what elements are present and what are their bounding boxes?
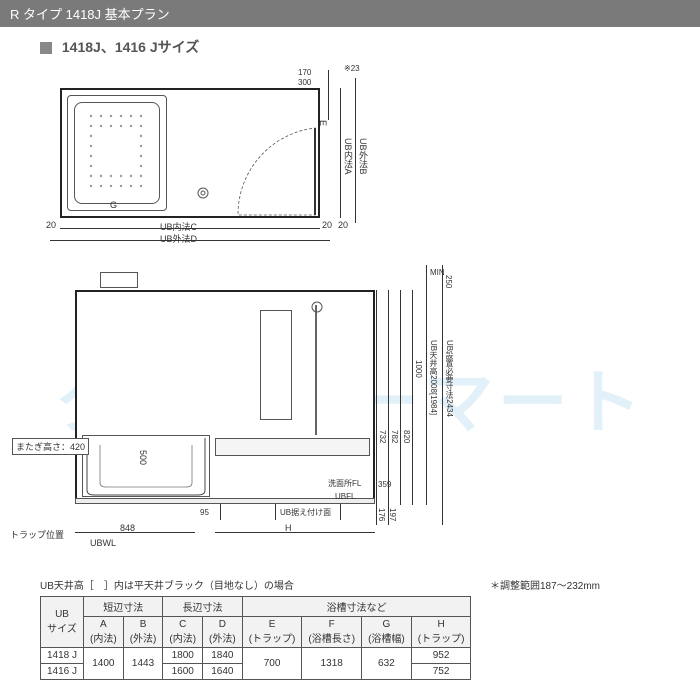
table-cell: 632 [362,648,412,680]
dim-20r: 20 [322,220,332,230]
setti: UB設置必要寸法2434 [444,340,455,417]
dimline-h [215,532,375,533]
senmen-fl: 洗面所FL [328,478,361,489]
ceiling-note: UB天井高［ ］内は平天井ブラック（目地なし）の場合 ＊調整範囲187～232m… [40,577,660,592]
dim-848: 848 [120,523,135,533]
col-b: B (外法) [123,617,163,648]
dimline-a [340,88,341,218]
table-cell: 1400 [84,648,124,680]
hdr-short: 短辺寸法 [84,597,163,617]
dim-170: 170 [298,68,311,77]
ext5 [426,265,427,505]
table-cell: 752 [411,664,471,680]
ubwl: UBWL [90,538,116,548]
floor-pan [75,498,375,504]
dim-1000: 1000 [414,360,423,378]
dim-20b: 20 [338,220,348,230]
dim-250: 250 [444,275,453,288]
shower-rail [315,305,317,435]
dim-820: 820 [402,430,411,443]
col-e: E (トラップ) [242,617,302,648]
plan-label-g: G [110,200,117,210]
dim-300: 300 [298,78,311,87]
header-bar: R タイプ 1418J 基本プラン [0,0,700,27]
drain-icon [195,185,211,201]
elevation-view: またぎ高さ：420 500 トラップ位置 848 95 H UBWL UBFL … [60,280,420,565]
dim-95: 95 [200,508,209,517]
table-cell: 1840 [203,648,243,664]
drawing-area: クローバーマート G [0,65,700,575]
hdr-tub: 浴槽寸法など [242,597,471,617]
table-cell: 1600 [163,664,203,680]
dim-500: 500 [138,450,148,465]
dimline-b [355,78,356,223]
table-cell: 1418 J [41,648,84,664]
counter [215,438,370,456]
dim-732: 732 [378,430,387,443]
adjust-note: ＊調整範囲187～232mm [490,577,600,592]
ubfl: UBFL [335,492,355,501]
plan-view: G UB内法C UB外法D 20 20 UB内法A UB外法B 20 E 170… [50,70,350,235]
dim-h: H [285,523,292,533]
dim-197: 197 [388,508,397,521]
table-cell: 1640 [203,664,243,680]
col-c: C (内法) [163,617,203,648]
table-cell: 700 [242,648,302,680]
ext2 [388,290,389,525]
hdr-long: 長辺寸法 [163,597,242,617]
square-bullet-icon [40,42,52,54]
dim-e: E [318,120,328,126]
ceiling-fixture [100,272,138,288]
table-row: 1418 J14001443180018407001318632952 [41,648,471,664]
ext1 [376,290,377,525]
dim-359: 359 [378,480,391,489]
shower-head-icon [310,300,328,318]
table-cell: 952 [411,648,471,664]
table-cell: 1416 J [41,664,84,680]
col-d: D (外法) [203,617,243,648]
mirror [260,310,292,420]
table-cell: 1443 [123,648,163,680]
spec-table: UB サイズ 短辺寸法 長辺寸法 浴槽寸法など A (内法) B (外法) C … [40,596,471,680]
dim-a: UB内法A [342,138,355,175]
table-cell: 1318 [302,648,362,680]
dim-20l: 20 [46,220,56,230]
dim-b: UB外法B [357,138,370,175]
dim-782: 782 [390,430,399,443]
col-a: A (内法) [84,617,124,648]
table-cell: 1800 [163,648,203,664]
header-title: R タイプ 1418J 基本プラン [10,7,170,22]
suetsuke: UB据え付け面 [280,507,331,518]
nonslip-pattern-icon [85,110,149,196]
trap-label: トラップ位置 [10,528,64,541]
note-23: ※23 [344,64,360,73]
col-h: H (トラップ) [411,617,471,648]
ext3 [400,290,401,505]
subtitle-text: 1418J、1416 Jサイズ [62,39,199,55]
col-f: F (浴槽長さ) [302,617,362,648]
door-swing-icon [230,120,325,218]
ext4 [412,290,413,505]
matagi-label: またぎ高さ：420 [12,438,89,455]
bathtub-profile-icon [82,435,210,497]
tenjou: UB天井高2008[1984] [428,340,439,415]
ext6 [442,265,443,525]
subtitle-row: 1418J、1416 Jサイズ [40,37,700,57]
col-g: G (浴槽幅) [362,617,412,648]
dimline-e [328,70,329,120]
hdr-size: UB サイズ [41,597,84,648]
dim-176: 176 [377,508,386,521]
dim-d: UB外法D [160,232,197,245]
